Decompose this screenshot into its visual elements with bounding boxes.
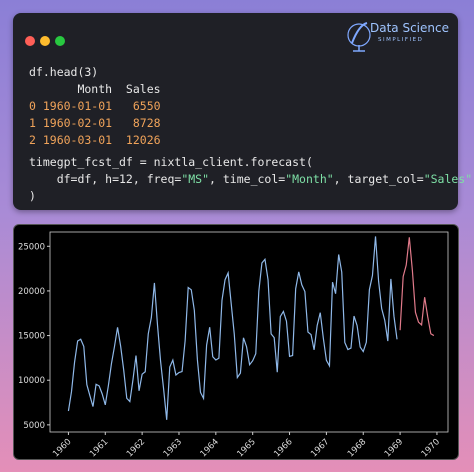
x-tick-label: 1964 <box>199 437 221 459</box>
y-tick-label: 25000 <box>18 242 45 252</box>
code-token: 2 1960-03-01 12026 <box>29 133 161 147</box>
window-dot <box>55 36 65 46</box>
code-token: ) <box>29 189 36 203</box>
code-token: Month Sales <box>29 82 161 96</box>
code-window: Data Science SIMPLIFIED df.head(3) Month… <box>13 13 472 210</box>
code-token: "Sales" <box>423 172 473 186</box>
code-line: 2 1960-03-01 12026 <box>29 133 161 147</box>
series-line <box>399 237 435 337</box>
code-line: 1 1960-02-01 8728 <box>29 116 161 130</box>
code-line: Month Sales <box>29 82 161 96</box>
y-tick-label: 15000 <box>18 332 45 342</box>
code-token: timegpt_fcst_df = nixtla_client.forecast… <box>29 155 313 169</box>
code-token: , time_col= <box>209 172 286 186</box>
code-token: , target_col= <box>333 172 424 186</box>
window-dot <box>25 36 35 46</box>
x-tick-label: 1970 <box>420 437 442 459</box>
x-tick-label: 1960 <box>51 437 73 459</box>
code-token: "MS" <box>181 172 210 186</box>
x-tick-label: 1962 <box>125 437 147 459</box>
chart: 5000 10000 15000 20000 25000 1960 1961 1962 1963… <box>18 231 449 459</box>
code-token: df=df, h=12, freq= <box>29 172 182 186</box>
x-tick-label: 1969 <box>383 437 405 459</box>
code-line: df=df, h=12, freq="MS", time_col="Month"… <box>29 172 472 186</box>
code-line: ) <box>29 189 36 203</box>
code-token: 1 1960-02-01 8728 <box>29 116 161 130</box>
x-tick-label: 1968 <box>346 437 368 459</box>
code-token: df.head(3) <box>29 65 99 79</box>
x-tick-label: 1965 <box>235 437 257 459</box>
series-line <box>67 236 398 420</box>
x-tick-label: 1963 <box>162 437 184 459</box>
logo-icon <box>347 22 371 52</box>
plot-frame <box>49 231 449 433</box>
code-token: "Month" <box>285 172 334 186</box>
x-tick-label: 1967 <box>309 437 331 459</box>
logo-title: Data Science <box>370 21 449 35</box>
y-tick-label: 10000 <box>18 376 45 386</box>
code-line: df.head(3) <box>29 65 98 79</box>
y-tick-label: 20000 <box>18 287 45 297</box>
code-line: 0 1960-01-01 6550 <box>29 99 161 113</box>
logo-subtitle: SIMPLIFIED <box>378 37 424 43</box>
chart-panel: 5000 10000 15000 20000 25000 1960 1961 1962 1963… <box>13 224 459 460</box>
window-dot <box>40 36 50 46</box>
y-tick-label: 5000 <box>23 421 45 431</box>
code-line: timegpt_fcst_df = nixtla_client.forecast… <box>29 155 313 169</box>
code-token: 0 1960-01-01 6550 <box>29 99 161 113</box>
x-tick-label: 1966 <box>272 437 294 459</box>
x-tick-label: 1961 <box>88 437 110 459</box>
